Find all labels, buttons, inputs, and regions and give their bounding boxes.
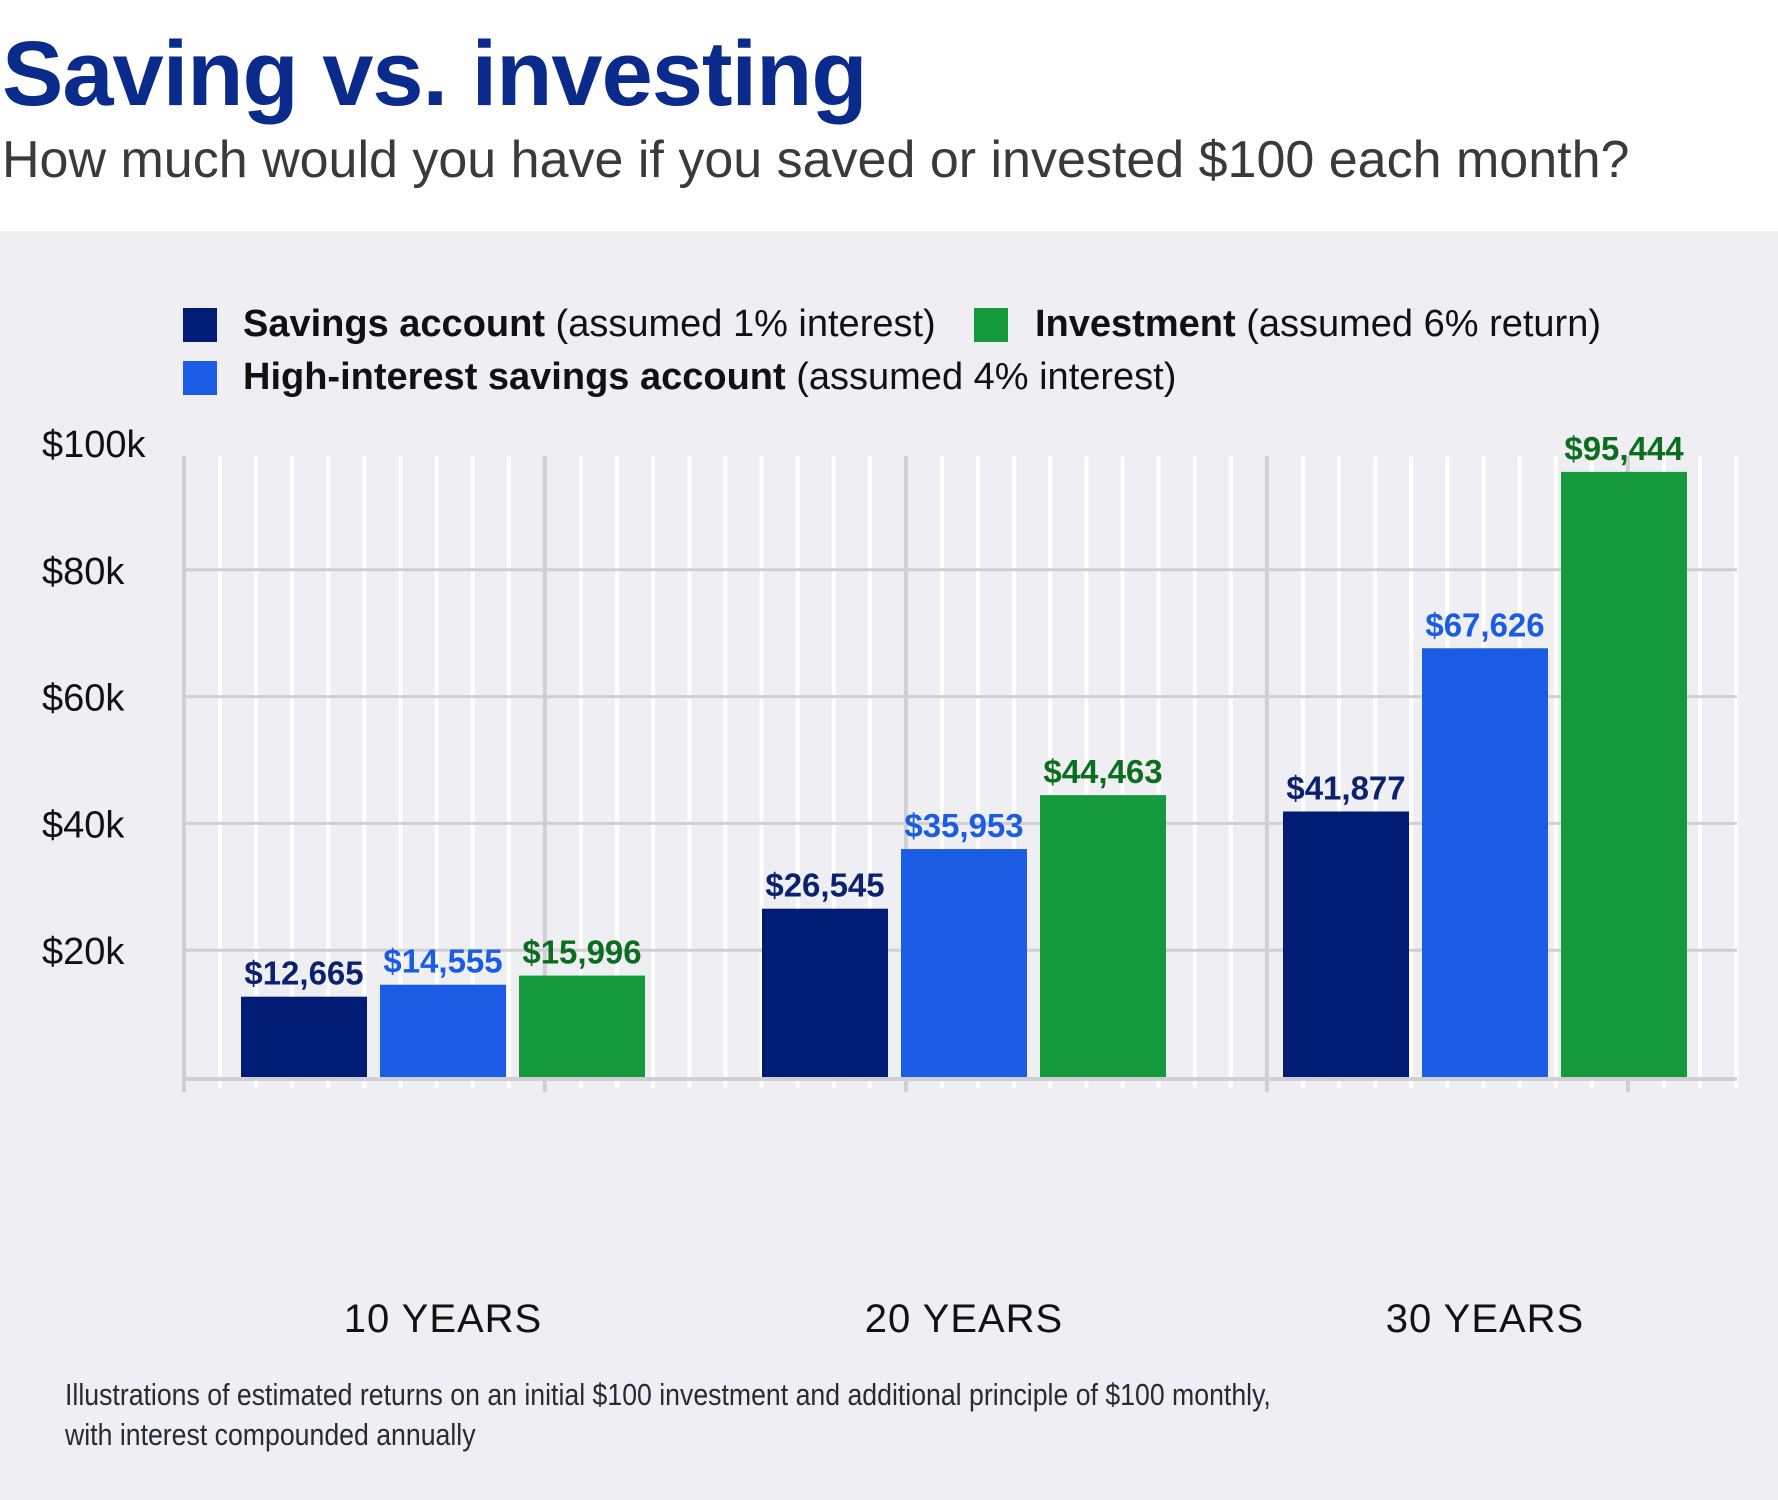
data-label: $12,665 [244,955,363,992]
data-label: $67,626 [1425,606,1544,643]
data-label: $35,953 [904,807,1023,844]
y-tick-label: $80k [42,551,125,593]
legend-swatch-savings [183,308,217,342]
legend-note: (assumed 1% interest) [555,303,936,345]
bar [241,996,367,1077]
bar [1561,471,1687,1078]
y-tick-label: $20k [42,931,125,973]
legend-swatch-investment [974,308,1008,342]
legend-note: (assumed 6% return) [1246,303,1601,345]
footnote-line: with interest compounded annually [65,1417,476,1452]
legend-label: Savings account [243,303,545,345]
data-label: $41,877 [1286,769,1405,806]
chart-subtitle: How much would you have if you saved or … [2,131,1630,189]
legend-label: Investment [1035,303,1236,345]
data-label: $95,444 [1564,430,1684,467]
footnote: Illustrations of estimated returns on an… [65,1375,1355,1455]
legend-item-investment: Investment (assumed 6% return) [1035,303,1601,346]
bar [519,975,645,1077]
legend-note: (assumed 4% interest) [796,356,1177,398]
x-tick-label: 30 YEARS [1386,1297,1585,1341]
bar [762,908,888,1077]
bar [380,984,506,1077]
bar [1040,795,1166,1077]
chart-title: Saving vs. investing [2,23,868,125]
data-label: $44,463 [1043,753,1162,790]
footnote-line: Illustrations of estimated returns on an… [65,1377,1271,1412]
y-tick-label: $60k [42,678,125,720]
bar [901,849,1027,1077]
legend-swatch-high-interest [183,361,217,395]
legend-label: High-interest savings account [243,356,786,398]
bar [1422,648,1548,1077]
legend-item-high-interest: High-interest savings account (assumed 4… [243,356,1176,399]
y-tick-label: $100k [42,424,147,466]
bar [1283,811,1409,1077]
y-tick-label: $40k [42,804,125,846]
x-tick-label: 20 YEARS [865,1297,1064,1341]
data-label: $26,545 [765,867,884,904]
data-label: $14,555 [383,943,502,980]
data-label: $15,996 [522,934,641,971]
legend-item-savings: Savings account (assumed 1% interest) [243,303,936,346]
x-tick-label: 10 YEARS [344,1297,543,1341]
